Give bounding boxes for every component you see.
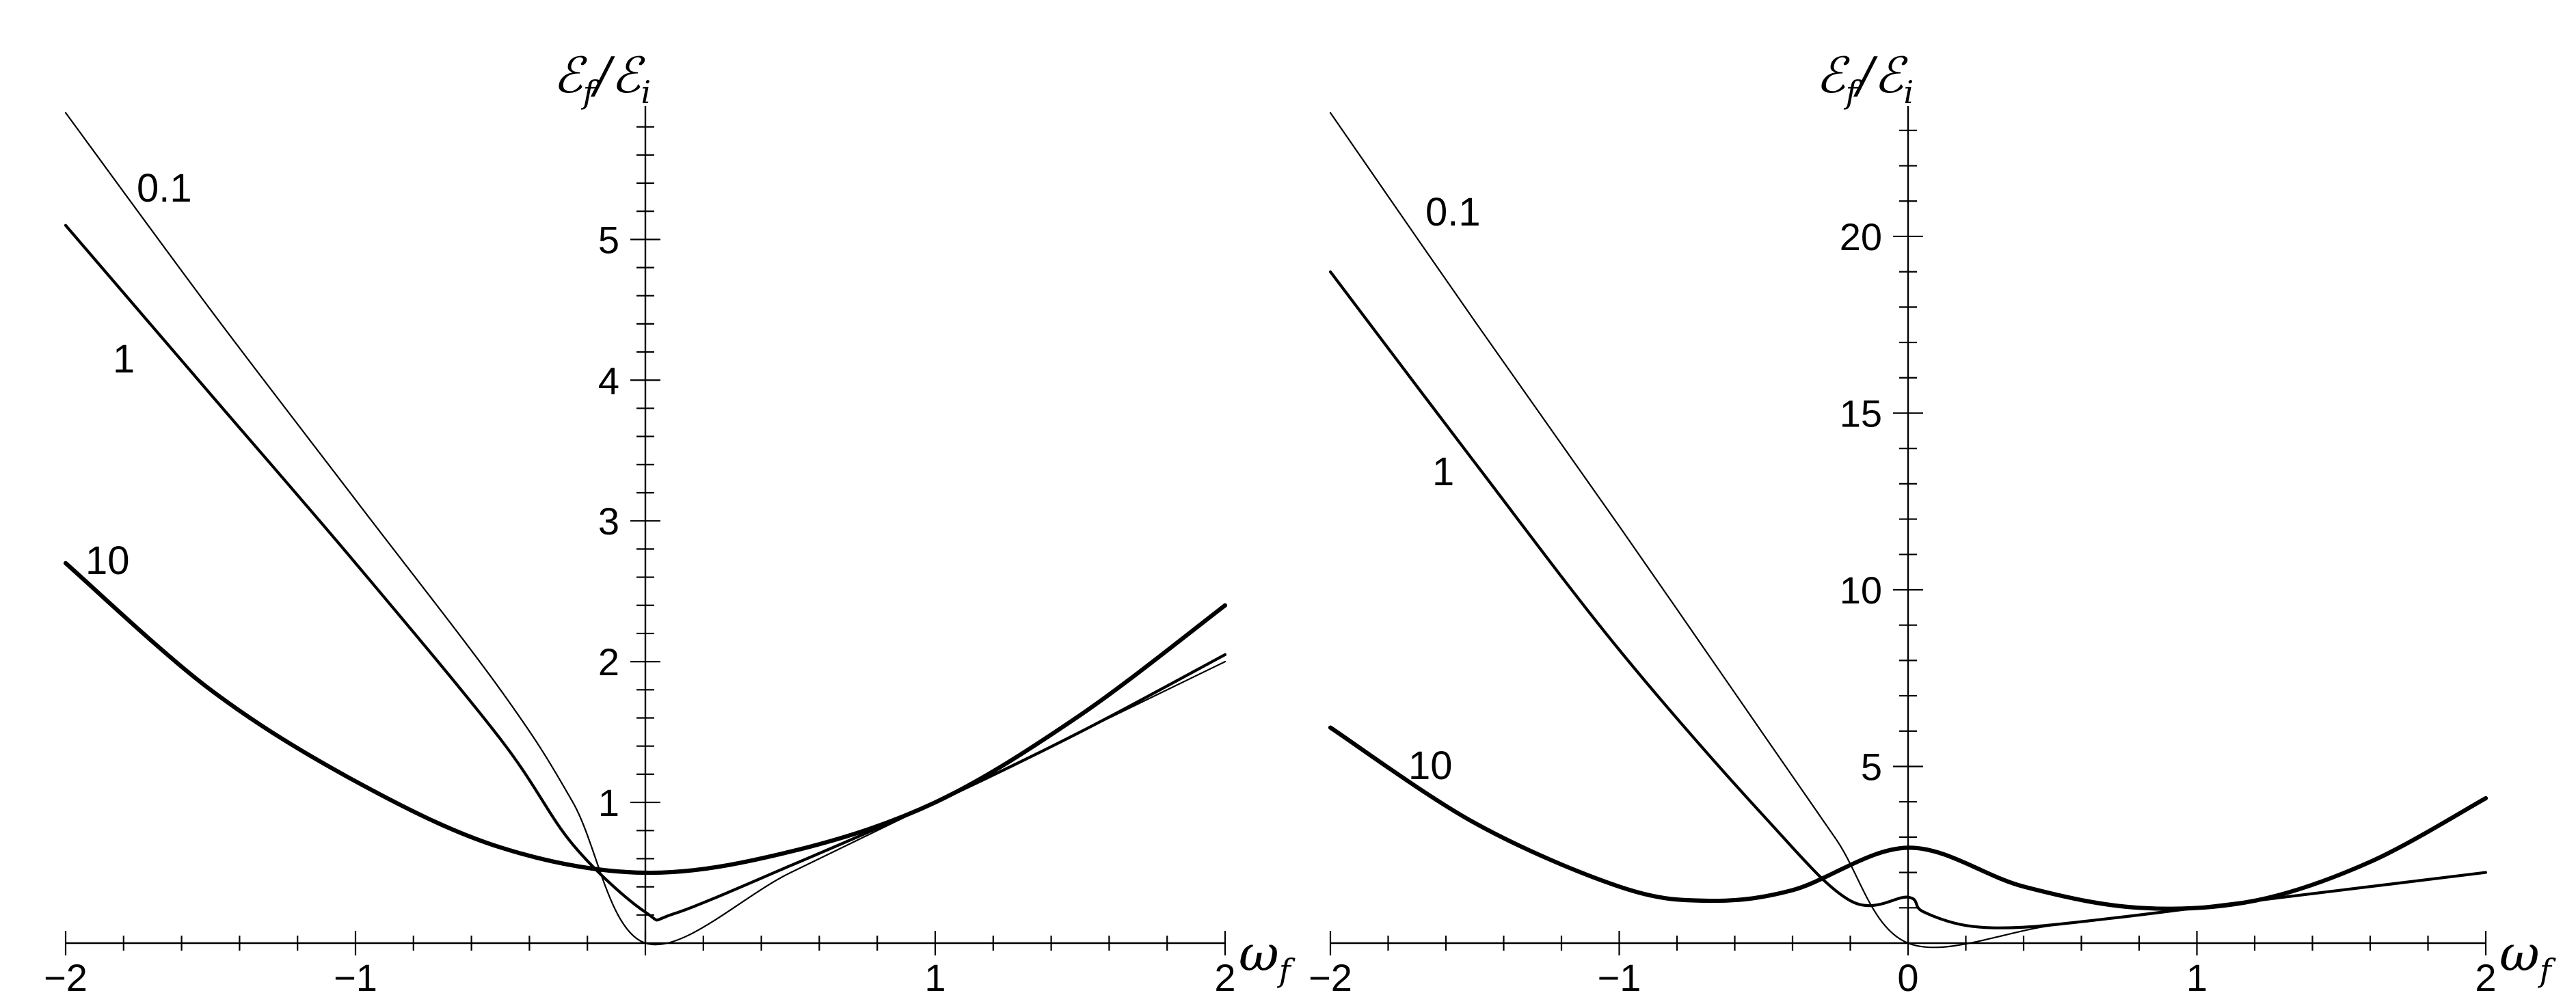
x-axis-title: ωf (2499, 925, 2556, 989)
series-line-10 (1328, 725, 2488, 911)
y-axis-title: ℰf/ℰi (553, 46, 651, 111)
right-panel: −2 −1 0 1 2 5 10 15 20 ωf ℰf/ℰi 0.1 1 10 (1309, 46, 2556, 999)
y-axis-title: ℰf/ℰi (1816, 46, 1914, 111)
x-axis-title: ωf (1239, 925, 1296, 989)
y-tick-label: 10 (1840, 569, 1882, 612)
series-label: 10 (1408, 744, 1453, 788)
x-tick-label: −2 (44, 956, 88, 999)
x-tick-label: −1 (1598, 956, 1641, 999)
series-line-10 (63, 560, 1228, 875)
series-line-1 (64, 223, 1227, 922)
y-tick-label: 20 (1840, 215, 1882, 258)
y-tick-label: 5 (1861, 745, 1882, 788)
x-tick-label: −2 (1309, 956, 1352, 999)
y-tick-label: 1 (598, 781, 619, 824)
x-tick-label: 2 (2475, 956, 2496, 999)
series-label: 10 (85, 539, 130, 583)
y-tick-label: 15 (1840, 392, 1882, 435)
series-label: 1 (113, 337, 135, 381)
x-tick-label: −1 (334, 956, 377, 999)
y-tick-label: 2 (598, 640, 619, 683)
series-label: 0.1 (137, 166, 192, 210)
x-tick-label: 1 (2186, 956, 2208, 999)
y-tick-label: 3 (598, 500, 619, 543)
x-tick-label: 0 (1897, 956, 1918, 999)
y-tick-label: 4 (598, 359, 619, 402)
series-label: 0.1 (1425, 190, 1481, 234)
x-tick-label: 2 (1214, 956, 1235, 999)
x-tick-label: 1 (924, 956, 945, 999)
left-panel: −2 −1 1 2 1 2 3 4 5 ωf ℰf/ℰi 0.1 1 10 (44, 46, 1296, 999)
y-tick-label: 5 (598, 218, 619, 261)
series-label: 1 (1432, 450, 1454, 494)
